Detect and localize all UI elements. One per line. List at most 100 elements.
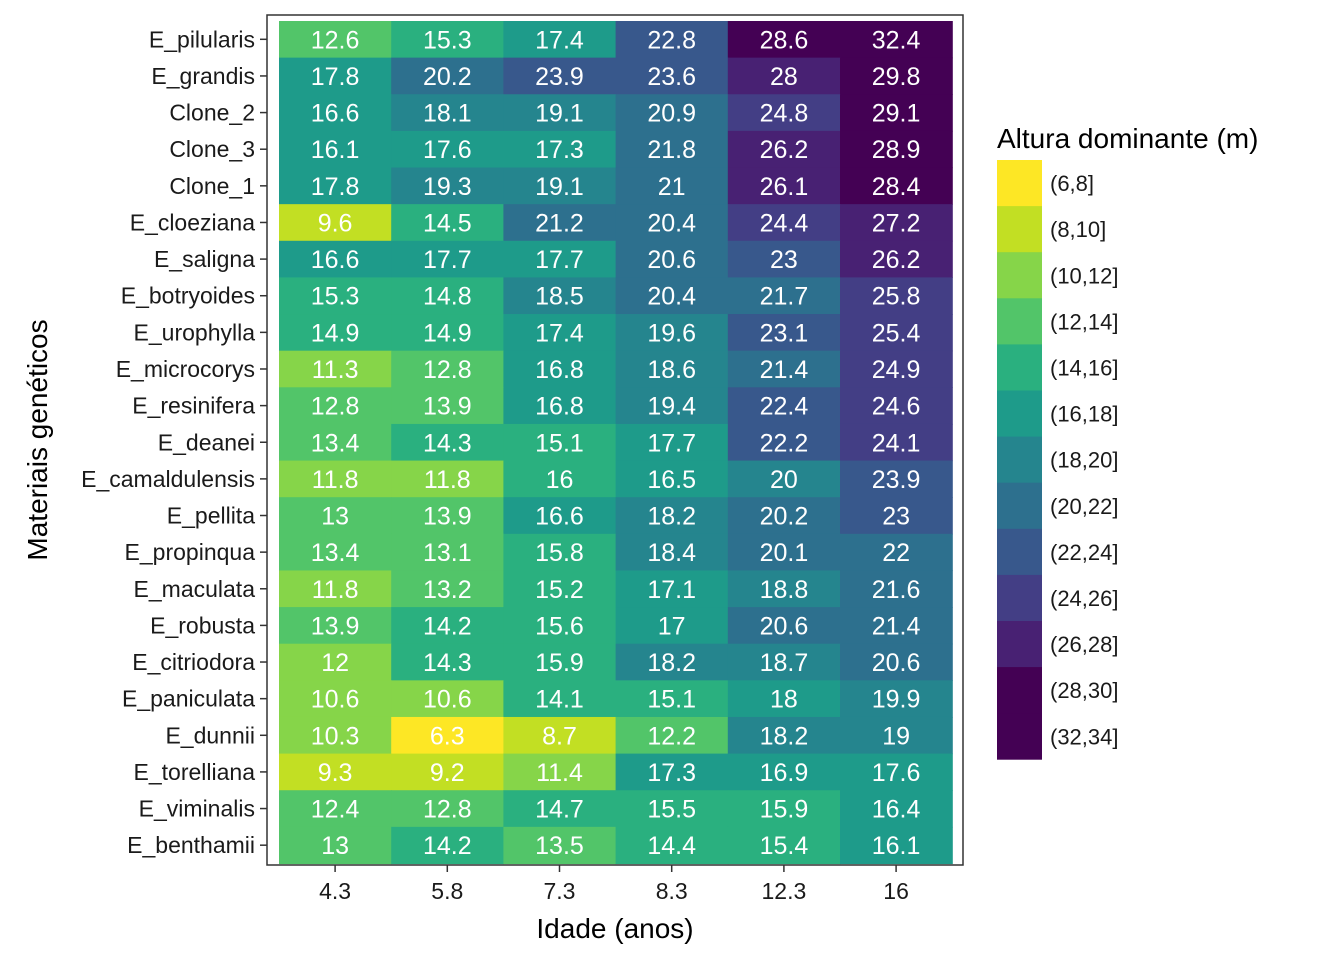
cell-value-label: 26.2 bbox=[872, 246, 921, 274]
y-tick-label: E_resinifera bbox=[132, 393, 255, 419]
heatmap-cell bbox=[727, 314, 841, 352]
heatmap-cell bbox=[727, 753, 841, 791]
cell-value-label: 26.2 bbox=[760, 136, 809, 164]
heatmap-cell bbox=[503, 423, 617, 462]
heatmap-cell bbox=[727, 533, 841, 572]
heatmap-cell bbox=[727, 130, 841, 169]
heatmap-cell bbox=[391, 753, 504, 791]
heatmap-cell bbox=[840, 387, 953, 425]
heatmap-cell bbox=[391, 460, 504, 498]
heatmap-cell bbox=[279, 716, 392, 755]
cell-value-label: 15.1 bbox=[647, 686, 696, 714]
cell-value-label: 26.1 bbox=[760, 173, 809, 201]
y-tick-label: E_robusta bbox=[150, 612, 255, 638]
legend-key-swatch bbox=[997, 621, 1042, 668]
y-tick-label: E_grandis bbox=[151, 63, 255, 89]
heatmap-cell bbox=[503, 204, 617, 242]
heatmap-cell bbox=[615, 790, 729, 828]
heatmap-cell bbox=[279, 167, 392, 205]
cell-value-label: 21 bbox=[658, 173, 686, 201]
cell-value-label: 13.4 bbox=[311, 429, 360, 457]
cell-value-label: 16.5 bbox=[647, 466, 696, 494]
x-axis-title: Idade (anos) bbox=[536, 913, 693, 944]
y-tick-label: E_cloeziana bbox=[130, 209, 256, 235]
y-tick-label: Clone_2 bbox=[169, 100, 255, 126]
heatmap-cell bbox=[503, 94, 617, 132]
cell-value-label: 15.2 bbox=[535, 576, 584, 604]
cell-value-label: 14.2 bbox=[423, 612, 472, 640]
heatmap-cell bbox=[391, 167, 504, 205]
cell-value-label: 25.8 bbox=[872, 283, 921, 311]
heatmap-cell bbox=[727, 643, 841, 681]
y-tick-label: E_benthamii bbox=[127, 832, 255, 858]
heatmap-cell bbox=[503, 716, 617, 755]
cell-value-label: 18.1 bbox=[423, 100, 472, 128]
cell-value-label: 17.1 bbox=[647, 576, 696, 604]
heatmap-cell bbox=[279, 314, 392, 352]
cell-value-label: 16.1 bbox=[311, 136, 360, 164]
heatmap-cell bbox=[615, 277, 729, 315]
cell-value-label: 16.6 bbox=[311, 246, 360, 274]
cell-value-label: 24.6 bbox=[872, 393, 921, 421]
y-tick-label: E_camaldulensis bbox=[81, 466, 255, 492]
heatmap-cell bbox=[840, 21, 953, 59]
cell-value-label: 14.7 bbox=[535, 796, 584, 824]
y-tick-label: E_deanei bbox=[158, 429, 255, 455]
heatmap-cell bbox=[840, 460, 953, 498]
heatmap-cell bbox=[279, 643, 392, 681]
heatmap-cell bbox=[615, 680, 729, 718]
heatmap-cell bbox=[391, 533, 504, 572]
heatmap-cell bbox=[391, 277, 504, 315]
cell-value-label: 20.1 bbox=[760, 539, 809, 567]
cell-value-label: 22 bbox=[882, 539, 910, 567]
heatmap-cell bbox=[391, 570, 504, 608]
panel-border bbox=[266, 14, 964, 866]
heatmap-cell bbox=[391, 790, 504, 828]
heatmap-cell bbox=[615, 607, 729, 645]
heatmap-cell bbox=[503, 643, 617, 681]
heatmap-cell bbox=[503, 607, 617, 645]
heatmap-cells bbox=[279, 21, 953, 865]
heatmap-cell bbox=[391, 716, 504, 755]
cell-value-label: 11.3 bbox=[312, 356, 359, 384]
cell-value-label: 17.8 bbox=[311, 63, 360, 91]
cell-value-label: 24.4 bbox=[760, 209, 809, 237]
legend-key-swatch bbox=[997, 574, 1042, 622]
heatmap-cell bbox=[840, 643, 953, 681]
legend-key-swatch bbox=[997, 528, 1042, 576]
heatmap-cell bbox=[503, 753, 617, 791]
legend-key-label: (22,24] bbox=[1050, 540, 1119, 565]
heatmap-cell bbox=[615, 716, 729, 755]
heatmap-cell bbox=[840, 790, 953, 828]
cell-value-label: 18.2 bbox=[760, 722, 809, 750]
legend-key-swatch bbox=[997, 252, 1042, 299]
heatmap-cell bbox=[727, 204, 841, 242]
heatmap-cell bbox=[503, 387, 617, 425]
heatmap-cell bbox=[615, 204, 729, 242]
cell-value-label: 15.9 bbox=[760, 796, 809, 824]
legend-key-label: (26,28] bbox=[1050, 632, 1119, 657]
heatmap-cell bbox=[615, 570, 729, 608]
heatmap-cell bbox=[503, 57, 617, 95]
heatmap-cell bbox=[727, 790, 841, 828]
heatmap-cell bbox=[840, 94, 953, 132]
heatmap-cell bbox=[615, 826, 729, 865]
y-tick-label: E_dunnii bbox=[165, 722, 255, 748]
heatmap-cell bbox=[615, 240, 729, 279]
cell-value-label: 29.1 bbox=[872, 100, 921, 128]
cell-value-label: 17.7 bbox=[647, 429, 696, 457]
cell-value-label: 16.6 bbox=[311, 100, 360, 128]
heatmap-cell bbox=[840, 130, 953, 169]
heatmap-cell bbox=[615, 753, 729, 791]
cell-value-label: 28 bbox=[770, 63, 798, 91]
heatmap-cell bbox=[279, 387, 392, 425]
heatmap-cell bbox=[840, 423, 953, 462]
legend-key-label: (18,20] bbox=[1050, 448, 1119, 473]
heatmap-cell bbox=[615, 167, 729, 205]
cell-value-label: 11.8 bbox=[312, 466, 359, 494]
cell-value-label: 20.6 bbox=[647, 246, 696, 274]
cell-value-label: 18.5 bbox=[535, 283, 584, 311]
legend-key-label: (8,10] bbox=[1050, 217, 1106, 242]
x-tick-label: 7.3 bbox=[544, 878, 576, 904]
